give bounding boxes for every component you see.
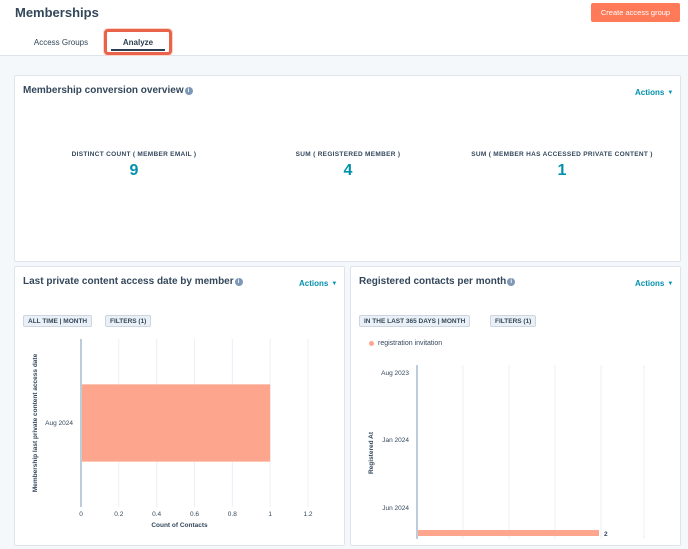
kpi-label: SUM ( MEMBER HAS ACCESSED PRIVATE CONTEN…	[471, 151, 653, 158]
date-range-tag[interactable]: ALL TIME | MONTH	[23, 315, 93, 327]
registered-contacts-report-card: Registered contacts per month i Actions …	[350, 266, 681, 546]
kpi-value: 4	[343, 162, 353, 179]
card-title-text: Registered contacts per month	[359, 276, 507, 287]
x-tick-label: 0.4	[152, 511, 161, 518]
filters-tag[interactable]: FILTERS (1)	[490, 315, 537, 327]
tab-access-groups[interactable]: Access Groups	[33, 37, 89, 47]
y-tick-label: Aug 2023	[381, 370, 409, 377]
kpi-label: DISTINCT COUNT ( MEMBER EMAIL )	[71, 151, 197, 158]
left-bar-chart: 0 0.2 0.4 0.6 0.8 1 1.2 Aug 2024 Count of Contac…	[32, 339, 313, 529]
kpi-label: SUM ( REGISTERED MEMBER )	[295, 151, 401, 158]
y-tick-label: Jan 2024	[382, 437, 409, 444]
x-tick-label: 0.8	[228, 511, 237, 518]
card-title-text: Last private content access date by memb…	[23, 276, 234, 287]
page-title: Memberships	[15, 5, 99, 20]
actions-label: Actions	[635, 88, 665, 97]
actions-dropdown[interactable]: Actions ▼	[635, 279, 673, 288]
chevron-down-icon: ▼	[667, 89, 674, 96]
actions-label: Actions	[635, 279, 665, 288]
y-axis-title: Membership last private content access d…	[32, 353, 39, 492]
kpi-value: 1	[557, 162, 567, 179]
y-axis-title: Registered At	[368, 431, 375, 474]
info-icon[interactable]: i	[507, 277, 516, 286]
kpi-value: 9	[129, 162, 139, 179]
card-title: Last private content access date by memb…	[23, 276, 243, 287]
conversion-overview-card: Membership conversion overview i Actions…	[14, 75, 681, 262]
info-icon[interactable]: i	[184, 86, 193, 95]
x-tick-label: 0.6	[190, 511, 199, 518]
chart-legend[interactable]: registration invitation	[369, 340, 442, 347]
card-title-text: Membership conversion overview	[23, 85, 184, 96]
filters-tag[interactable]: FILTERS (1)	[105, 315, 152, 327]
actions-dropdown[interactable]: Actions ▼	[299, 279, 337, 288]
right-bar-chart: Aug 2023 Jan 2024 Jun 2024 2 Registered At	[368, 365, 645, 539]
kpi-accessed-private-content: SUM ( MEMBER HAS ACCESSED PRIVATE CONTEN…	[462, 151, 662, 180]
y-tick-label: Aug 2024	[45, 420, 73, 427]
page-header: Memberships Create access group Access G…	[0, 0, 688, 56]
tab-analyze[interactable]: Analyze	[104, 29, 172, 55]
card-title: Registered contacts per month i	[359, 276, 516, 287]
info-icon[interactable]: i	[234, 277, 243, 286]
x-tick-label: 0.2	[114, 511, 123, 518]
kpi-distinct-member-email: DISTINCT COUNT ( MEMBER EMAIL ) 9	[34, 151, 234, 180]
chevron-down-icon: ▼	[331, 280, 338, 287]
actions-label: Actions	[299, 279, 329, 288]
last-access-date-report-card: Last private content access date by memb…	[14, 266, 345, 546]
data-label: 2	[604, 531, 608, 538]
chevron-down-icon: ▼	[667, 280, 674, 287]
bar	[418, 530, 599, 536]
card-title: Membership conversion overview i	[23, 85, 193, 96]
kpi-registered-member: SUM ( REGISTERED MEMBER ) 4	[248, 151, 448, 180]
x-axis-title: Count of Contacts	[151, 522, 208, 529]
create-access-group-button[interactable]: Create access group	[591, 3, 680, 22]
date-range-tag[interactable]: IN THE LAST 365 DAYS | MONTH	[359, 315, 471, 327]
legend-swatch	[369, 341, 374, 346]
x-tick-label: 0	[79, 511, 83, 518]
bar	[82, 384, 271, 462]
legend-label: registration invitation	[378, 340, 443, 347]
y-tick-label: Jun 2024	[382, 505, 409, 512]
x-tick-label: 1.2	[303, 511, 312, 518]
x-tick-label: 1	[268, 511, 272, 518]
actions-dropdown[interactable]: Actions ▼	[635, 88, 673, 97]
